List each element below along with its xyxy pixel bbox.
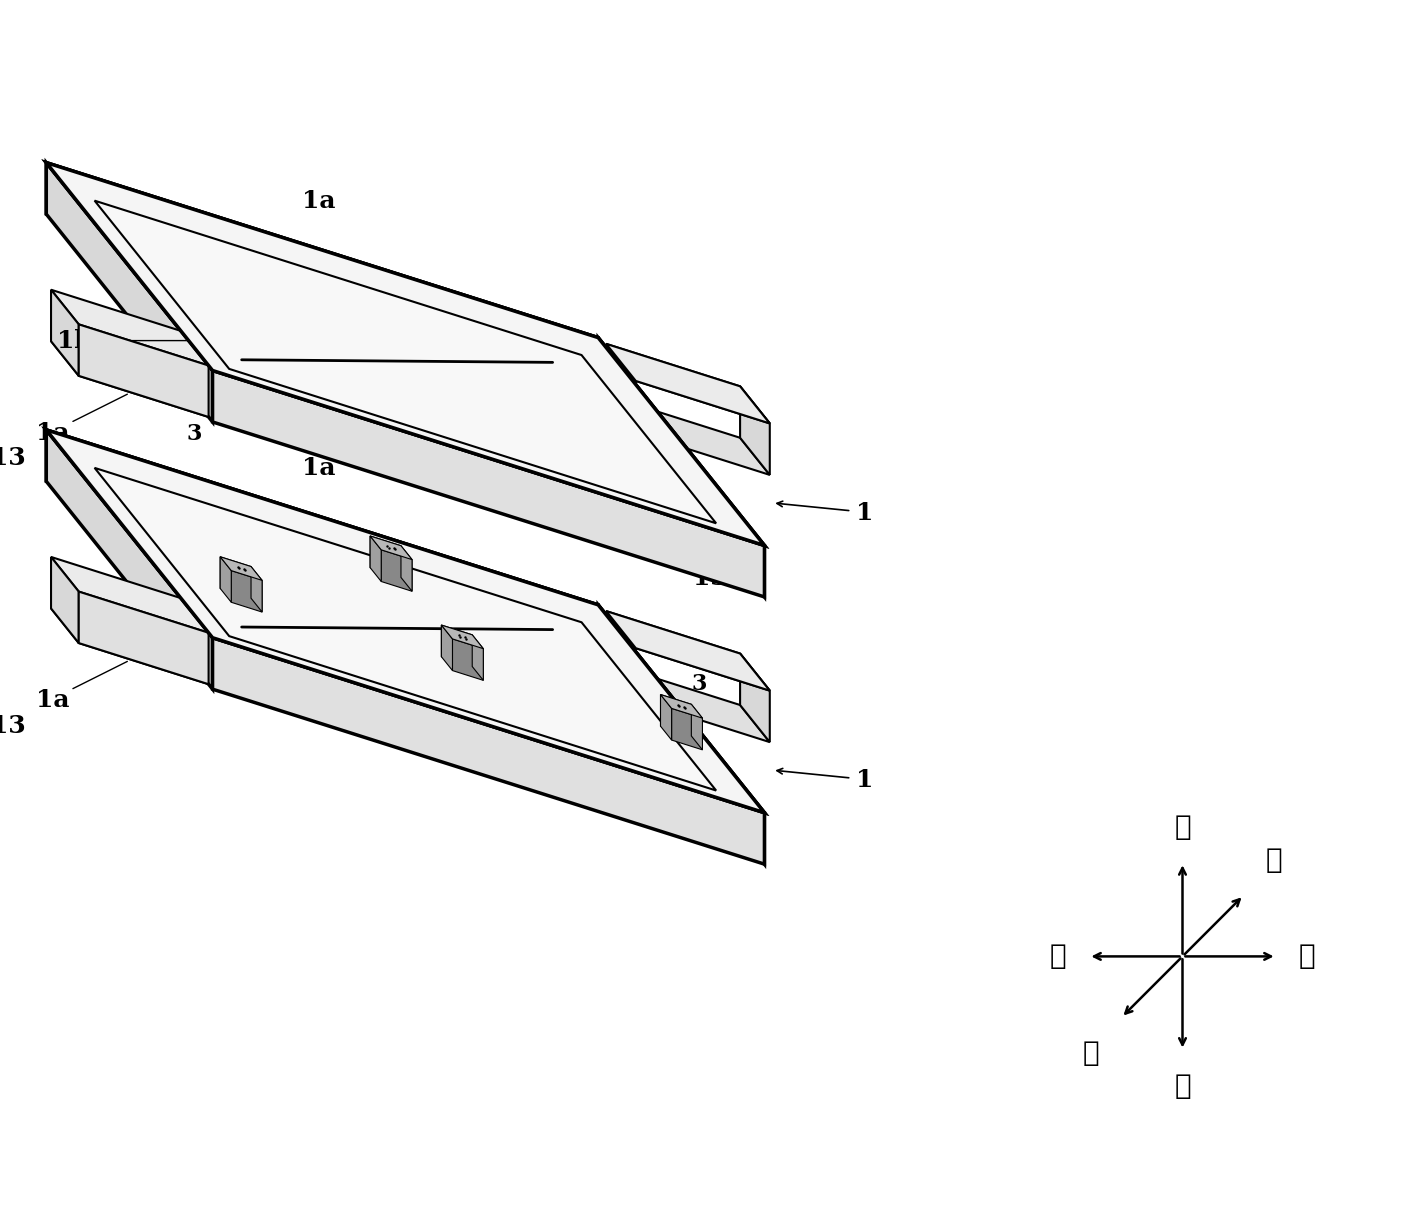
- Polygon shape: [47, 162, 764, 545]
- Polygon shape: [606, 344, 770, 423]
- Text: 1a: 1a: [36, 421, 70, 444]
- Text: 3: 3: [472, 482, 488, 504]
- Polygon shape: [401, 545, 413, 592]
- Polygon shape: [370, 536, 413, 560]
- Text: 1a: 1a: [303, 189, 336, 212]
- Polygon shape: [453, 639, 484, 681]
- Text: 1: 1: [857, 769, 874, 792]
- Polygon shape: [660, 694, 692, 736]
- Text: 3: 3: [692, 551, 707, 573]
- Polygon shape: [740, 387, 770, 475]
- Polygon shape: [78, 592, 209, 684]
- Polygon shape: [598, 338, 764, 597]
- Text: 右: 右: [1298, 942, 1315, 970]
- Polygon shape: [47, 162, 598, 389]
- Polygon shape: [232, 571, 262, 612]
- Polygon shape: [78, 325, 209, 417]
- Polygon shape: [606, 395, 770, 475]
- Polygon shape: [51, 342, 209, 417]
- Text: 3: 3: [472, 603, 488, 625]
- Polygon shape: [94, 200, 716, 523]
- Polygon shape: [212, 638, 764, 864]
- Polygon shape: [606, 662, 770, 742]
- Polygon shape: [472, 634, 484, 681]
- Polygon shape: [660, 694, 703, 719]
- Polygon shape: [381, 550, 413, 592]
- Polygon shape: [598, 605, 764, 864]
- Polygon shape: [221, 556, 262, 581]
- Polygon shape: [47, 429, 764, 813]
- Text: 1c: 1c: [188, 296, 320, 366]
- Text: 1c: 1c: [213, 569, 320, 633]
- Polygon shape: [94, 200, 716, 523]
- Polygon shape: [606, 611, 636, 699]
- Text: 前: 前: [1083, 1039, 1100, 1068]
- Polygon shape: [47, 162, 212, 422]
- Polygon shape: [606, 611, 770, 691]
- Text: 3: 3: [411, 549, 427, 571]
- Polygon shape: [370, 536, 381, 582]
- Polygon shape: [47, 162, 764, 545]
- Text: 1b: 1b: [51, 595, 87, 620]
- Polygon shape: [370, 536, 401, 577]
- Polygon shape: [212, 371, 764, 597]
- Text: 13: 13: [693, 566, 727, 590]
- Polygon shape: [51, 609, 209, 684]
- Polygon shape: [606, 611, 770, 691]
- Polygon shape: [47, 429, 764, 813]
- Polygon shape: [441, 625, 472, 666]
- Polygon shape: [441, 625, 453, 671]
- Polygon shape: [51, 558, 209, 633]
- Polygon shape: [740, 654, 770, 742]
- Polygon shape: [660, 694, 672, 741]
- Text: 下: 下: [1174, 1072, 1191, 1100]
- Text: 3: 3: [186, 544, 202, 567]
- Text: 3: 3: [692, 672, 707, 694]
- Text: 13: 13: [0, 714, 26, 738]
- Polygon shape: [441, 625, 484, 649]
- Polygon shape: [606, 344, 636, 432]
- Text: 13: 13: [0, 447, 26, 470]
- Polygon shape: [606, 344, 770, 423]
- Text: 左: 左: [1050, 942, 1067, 970]
- Polygon shape: [47, 429, 598, 656]
- Polygon shape: [94, 468, 716, 791]
- Polygon shape: [51, 289, 209, 366]
- Text: 1b: 1b: [397, 370, 433, 393]
- Polygon shape: [672, 709, 703, 750]
- Text: 1a: 1a: [303, 456, 336, 479]
- Text: 13: 13: [643, 721, 679, 745]
- Text: 3: 3: [186, 423, 202, 445]
- Text: 1: 1: [857, 500, 874, 525]
- Text: 上: 上: [1174, 813, 1191, 841]
- Polygon shape: [51, 289, 78, 376]
- Text: 1b: 1b: [57, 328, 91, 353]
- Polygon shape: [221, 556, 232, 603]
- Polygon shape: [692, 704, 703, 750]
- Text: 1b: 1b: [397, 637, 433, 660]
- Polygon shape: [51, 558, 78, 643]
- Polygon shape: [221, 556, 250, 598]
- Polygon shape: [47, 429, 212, 689]
- Polygon shape: [94, 468, 716, 791]
- Text: 1a: 1a: [36, 688, 70, 711]
- Text: 后: 后: [1265, 845, 1282, 874]
- Polygon shape: [250, 566, 262, 612]
